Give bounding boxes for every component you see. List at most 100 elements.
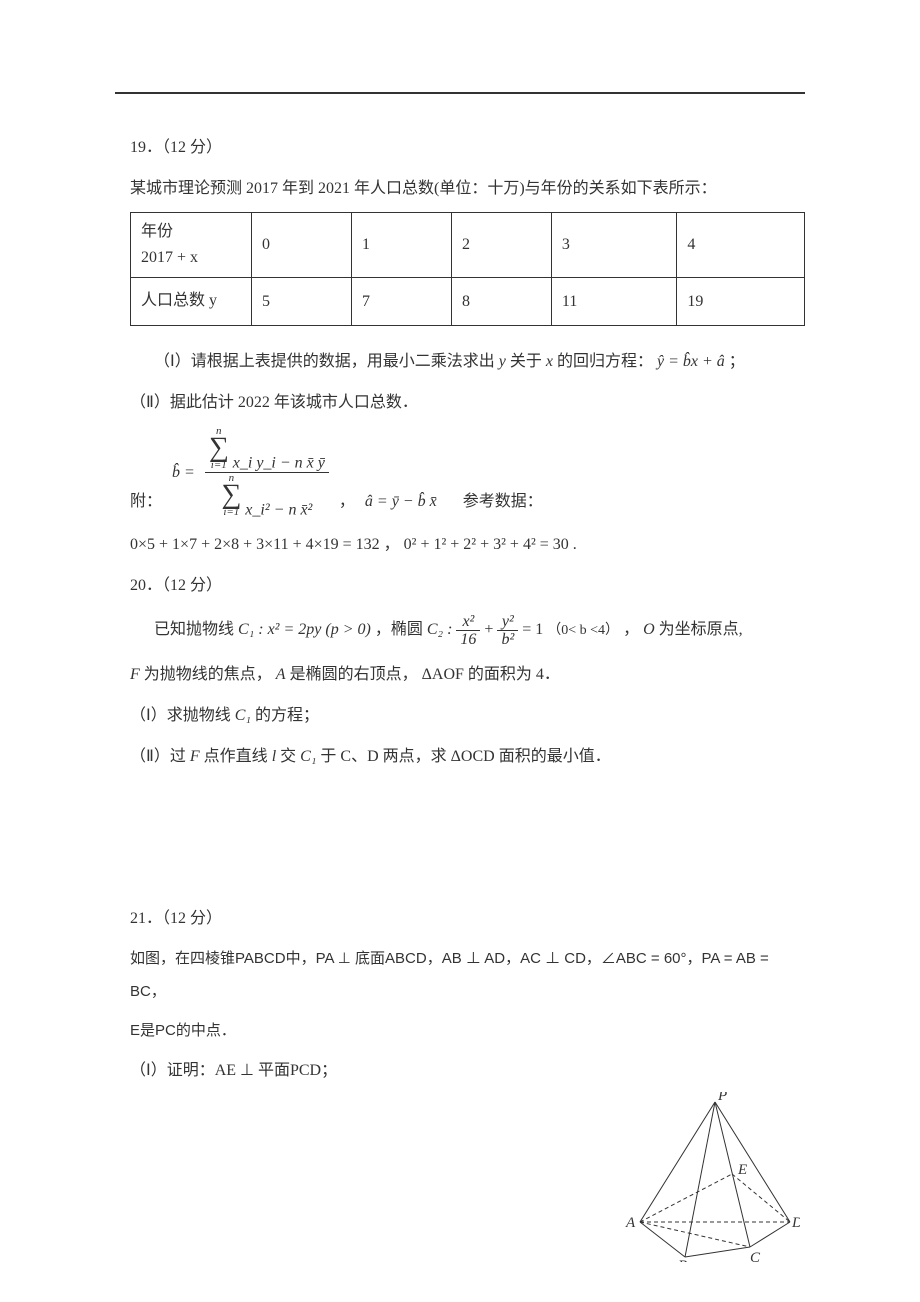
bhat-den: n ∑ i=1 x_i² − n x̄² xyxy=(205,472,329,519)
q19-p1-x: x xyxy=(546,353,553,370)
q20-p2a: （Ⅱ）过 xyxy=(130,748,190,765)
sigma-icon: ∑ xyxy=(209,437,229,459)
label-P: P xyxy=(717,1092,727,1104)
q20-A: A xyxy=(276,666,286,683)
q19-formula-row: 附： b̂ = n ∑ i=1 x_i y_i − n x̄ ȳ n ∑ i=1 xyxy=(130,426,805,519)
c2-f2-den: b² xyxy=(497,630,518,649)
q20-F: F xyxy=(130,666,140,683)
q20-p2f: C₁ xyxy=(300,748,316,765)
q19-p1-m4: 的回归方程： xyxy=(557,353,657,370)
bhat-num: n ∑ i=1 x_i y_i − n x̄ ȳ xyxy=(205,426,329,472)
q20-p2h: ΔOCD xyxy=(451,748,495,765)
q19-table: 年份 2017 + x 0 1 2 3 4 人口总数 y 5 7 8 11 19 xyxy=(130,212,805,325)
cell: 19 xyxy=(677,277,805,325)
cell: 1 xyxy=(351,213,451,277)
q20-l2b: 为抛物线的焦点， xyxy=(144,666,272,683)
q20-part2: （Ⅱ）过 F 点作直线 l 交 C₁ 于 C、D 两点，求 ΔOCD 面积的最小… xyxy=(130,739,805,774)
q20-c2-frac2: y² b² xyxy=(497,613,518,649)
cell: 2 xyxy=(451,213,551,277)
q21-line1: 如图，在四棱锥PABCD中，PA ⊥ 底面ABCD，AB ⊥ AD，AC ⊥ C… xyxy=(130,942,805,1008)
ref-label: 参考数据： xyxy=(447,484,543,519)
pyramid-figure: P A B C D E xyxy=(620,1092,800,1262)
q19-intro: 某城市理论预测 2017 年到 2021 年人口总数(单位：十万)与年份的关系如… xyxy=(130,171,805,206)
page-content: 19．（12 分） 某城市理论预测 2017 年到 2021 年人口总数(单位：… xyxy=(130,130,805,1088)
c2-f2-num: y² xyxy=(497,613,518,631)
cell: 4 xyxy=(677,213,805,277)
row1-label: 年份 2017 + x xyxy=(131,213,252,277)
q19-refdata: 0×5 + 1×7 + 2×8 + 3×11 + 4×19 = 132 ， 0²… xyxy=(130,527,805,562)
edge-ED xyxy=(732,1174,790,1222)
q20-O: O xyxy=(643,621,655,638)
cell: 0 xyxy=(252,213,352,277)
bhat-den-expr: x_i² − n x̄² xyxy=(245,502,312,519)
c2-f1-den: 16 xyxy=(456,630,480,649)
q20-AOF: ΔAOF xyxy=(422,666,464,683)
q19-part2: （Ⅱ）据此估计 2022 年该城市人口总数． xyxy=(130,385,805,420)
q19-part1: （Ⅰ）请根据上表提供的数据，用最小二乘法求出 y 关于 x 的回归方程： ŷ =… xyxy=(130,344,805,379)
edge-CD xyxy=(750,1222,790,1247)
row2-label-text: 人口总数 y xyxy=(141,292,217,309)
q20-paren: （0< b <4） xyxy=(547,623,619,638)
q20-lead: 已知抛物线 xyxy=(154,621,238,638)
q19-p1-eq: ŷ = b̂x + â xyxy=(657,353,725,370)
sum-bot: i=1 xyxy=(209,460,229,471)
table-row: 年份 2017 + x 0 1 2 3 4 xyxy=(131,213,805,277)
q20-l2f: 的面积为 4． xyxy=(468,666,560,683)
row2-label: 人口总数 y xyxy=(131,277,252,325)
label-D: D xyxy=(791,1215,800,1231)
q21-part1: （Ⅰ）证明：AE ⊥ 平面PCD； xyxy=(130,1053,805,1088)
q20-p2i: 面积的最小值． xyxy=(499,748,611,765)
q19-p1-prefix: （Ⅰ）请根据上表提供的数据，用最小二乘法求出 xyxy=(154,353,499,370)
sigma-icon: ∑ xyxy=(221,484,241,506)
q19-p1-m2: 关于 xyxy=(510,353,546,370)
q20-p2d: l xyxy=(272,748,276,765)
attach-label: 附： xyxy=(130,484,162,519)
cell: 7 xyxy=(351,277,451,325)
q20-plus: + xyxy=(484,621,497,638)
edge-BC xyxy=(685,1247,750,1257)
bhat-num-expr: x_i y_i − n x̄ ȳ xyxy=(233,455,325,472)
q20-p1b: C₁ xyxy=(235,707,251,724)
sum-icon: n ∑ i=1 xyxy=(209,426,229,470)
q20-part1: （Ⅰ）求抛物线 C₁ 的方程； xyxy=(130,698,805,733)
spacer xyxy=(130,781,805,901)
cell: 3 xyxy=(551,213,677,277)
q20-p2c: 点作直线 xyxy=(204,748,272,765)
comma: ， xyxy=(339,484,355,519)
q20-line2: F 为抛物线的焦点， A 是椭圆的右顶点， ΔAOF 的面积为 4． xyxy=(130,657,805,692)
edge-AE xyxy=(640,1174,732,1222)
ref2: 0² + 1² + 2² + 3² + 4² = 30 xyxy=(404,536,569,553)
q20-line1: 已知抛物线 C₁ : x² = 2py (p > 0) ，椭圆 C₂ : x² … xyxy=(130,609,805,651)
row1-label-line1: 年份 xyxy=(141,223,173,240)
q21-line2: E是PC的中点． xyxy=(130,1014,805,1047)
q19-p1-y: y xyxy=(499,353,506,370)
q20-mid1: ，椭圆 xyxy=(375,621,427,638)
ref-end: . xyxy=(573,536,577,553)
q20-heading: 20．（12 分） xyxy=(130,568,805,603)
label-C: C xyxy=(750,1250,761,1262)
q20-p1c: 的方程； xyxy=(255,707,319,724)
cell: 8 xyxy=(451,277,551,325)
q20-p2b: F xyxy=(190,748,200,765)
q20-c1: C₁ : x² = 2py (p > 0) xyxy=(238,621,371,638)
cell: 11 xyxy=(551,277,677,325)
edge-PD xyxy=(715,1102,790,1222)
q20-p2e: 交 xyxy=(280,748,300,765)
q20-p1a: （Ⅰ）求抛物线 xyxy=(130,707,235,724)
label-E: E xyxy=(737,1162,747,1178)
label-B: B xyxy=(678,1258,687,1262)
q20-eq: = 1 xyxy=(522,621,543,638)
q20-c2-lead: C₂ : xyxy=(427,621,457,638)
q19-p1-suf: ； xyxy=(729,353,745,370)
row1-label-line2: 2017 + x xyxy=(141,249,198,266)
q21-p1: （Ⅰ）证明：AE ⊥ 平面PCD； xyxy=(130,1062,337,1079)
top-rule xyxy=(115,92,805,94)
c2-f1-num: x² xyxy=(456,613,480,631)
label-A: A xyxy=(625,1215,636,1231)
sum-icon: n ∑ i=1 xyxy=(221,473,241,517)
q20-c2-frac1: x² 16 xyxy=(456,613,480,649)
q20-tail2: 为坐标原点, xyxy=(659,621,743,638)
q20-p2g: 于 C、D 两点，求 xyxy=(320,748,450,765)
q20-tail1: ， xyxy=(623,621,643,638)
ahat: â = ȳ − b̂ x̄ xyxy=(365,484,437,519)
